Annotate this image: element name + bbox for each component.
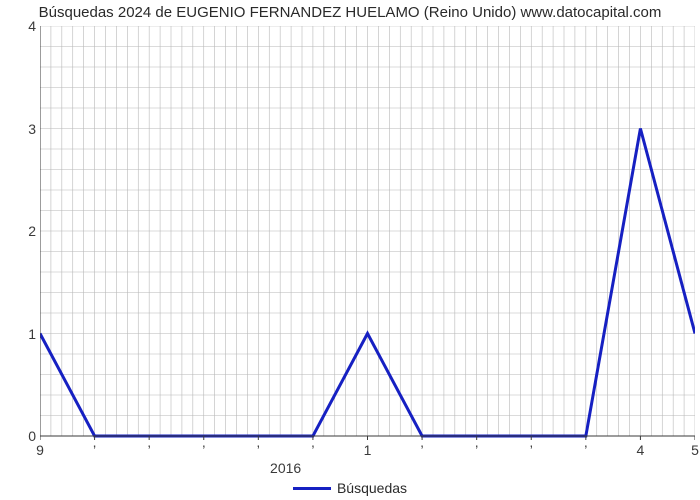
legend-line-icon	[293, 487, 331, 490]
chart-plot-wrap	[40, 26, 695, 447]
x-tick-label: 4	[637, 442, 645, 458]
x-tick-label: ’	[475, 442, 478, 458]
y-tick-label: 3	[6, 121, 36, 137]
y-tick-label: 2	[6, 223, 36, 239]
x-axis-label: 2016	[270, 460, 301, 476]
x-tick-label: 9	[36, 442, 44, 458]
x-tick-label: ’	[148, 442, 151, 458]
y-tick-label: 1	[6, 326, 36, 342]
chart-container: Búsquedas 2024 de EUGENIO FERNANDEZ HUEL…	[0, 0, 700, 500]
x-tick-label: ’	[530, 442, 533, 458]
y-tick-label: 0	[6, 428, 36, 444]
x-tick-label: ’	[311, 442, 314, 458]
x-tick-label: ’	[202, 442, 205, 458]
legend: Búsquedas	[0, 477, 700, 497]
chart-title: Búsquedas 2024 de EUGENIO FERNANDEZ HUEL…	[0, 4, 700, 21]
x-tick-label: ’	[257, 442, 260, 458]
x-tick-label: ’	[421, 442, 424, 458]
x-tick-label: ’	[93, 442, 96, 458]
x-tick-label: 5	[691, 442, 699, 458]
legend-label: Búsquedas	[337, 480, 407, 496]
legend-item: Búsquedas	[293, 480, 407, 496]
x-tick-label: 1	[364, 442, 372, 458]
x-tick-label: ’	[584, 442, 587, 458]
y-tick-label: 4	[6, 18, 36, 34]
chart-svg	[40, 26, 695, 442]
